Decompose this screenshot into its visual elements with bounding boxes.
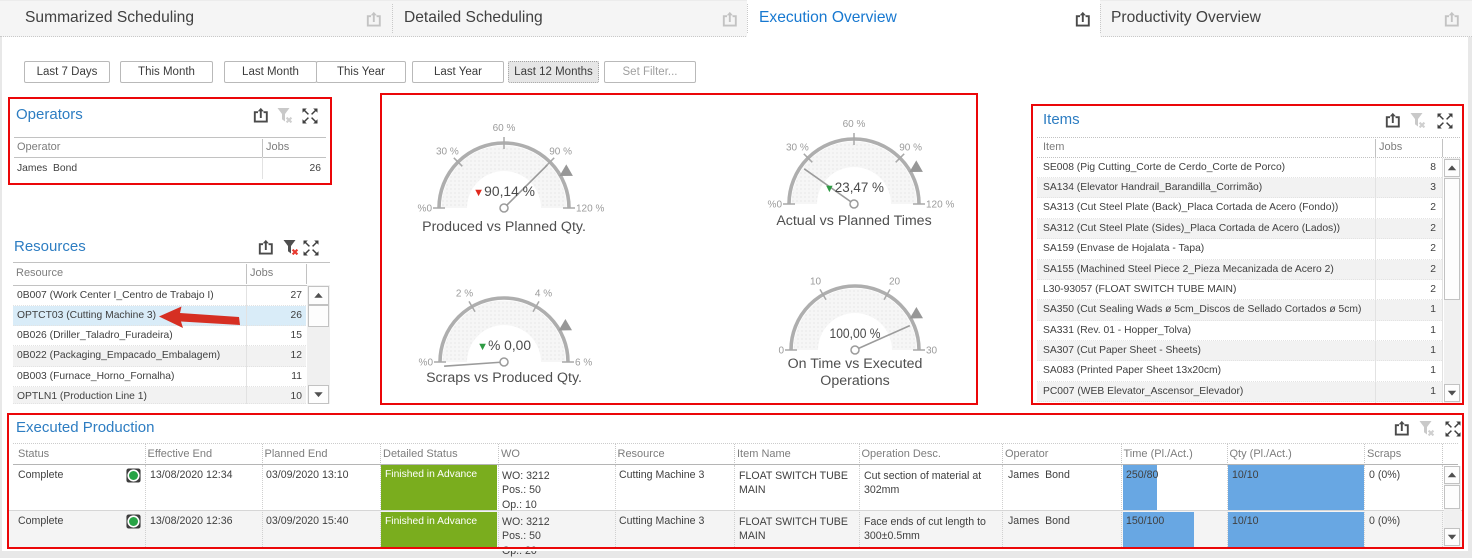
svg-text:%0: %0 [768,200,783,211]
svg-text:10: 10 [810,277,822,288]
svg-text:▼23,47 %: ▼23,47 % [824,180,884,195]
svg-text:4 %: 4 % [535,289,552,300]
svg-text:100,00 %: 100,00 % [830,326,881,341]
svg-text:30: 30 [926,346,938,357]
svg-text:0: 0 [778,346,784,357]
svg-text:90 %: 90 % [549,146,572,157]
svg-text:30 %: 30 % [786,142,809,153]
svg-text:2 %: 2 % [456,289,473,300]
svg-text:6 %: 6 % [575,358,592,369]
svg-text:%0: %0 [419,358,434,369]
svg-text:120 %: 120 % [926,200,954,211]
svg-text:120 %: 120 % [576,204,604,215]
svg-text:60 %: 60 % [493,123,516,134]
svg-text:%0: %0 [418,204,433,215]
svg-text:20: 20 [889,277,901,288]
svg-text:▼90,14 %: ▼90,14 % [473,184,535,199]
svg-text:90 %: 90 % [899,142,922,153]
svg-text:▼% 0,00: ▼% 0,00 [477,338,531,353]
svg-text:60 %: 60 % [843,119,866,130]
svg-text:30 %: 30 % [436,146,459,157]
